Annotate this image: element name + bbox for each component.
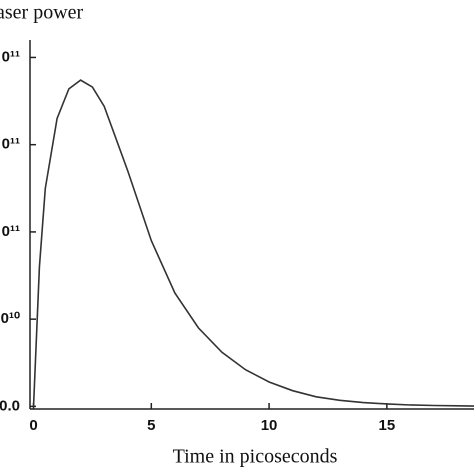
- x-tick-label: 10: [261, 417, 278, 434]
- x-tick-label: 15: [379, 417, 396, 434]
- y-tick-label: 0¹¹: [2, 48, 20, 65]
- x-tick-label: 5: [147, 417, 155, 434]
- chart-title: aser power: [0, 2, 84, 24]
- y-tick-label: 0¹⁰: [1, 310, 20, 327]
- y-tick-label: 0¹¹: [2, 136, 20, 153]
- x-tick-label: 0: [29, 417, 37, 434]
- x-axis-label: Time in picoseconds: [173, 446, 338, 468]
- y-tick-label: 0¹¹: [2, 223, 20, 240]
- data-line: [32, 79, 474, 407]
- y-tick-label: 0.0: [0, 397, 20, 414]
